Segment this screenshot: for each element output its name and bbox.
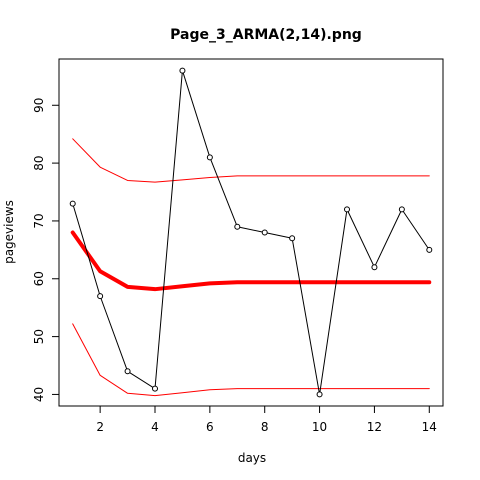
- x-tick-label-6: 6: [206, 420, 214, 434]
- x-tick-label-8: 8: [261, 420, 269, 434]
- series-lower-bound-line: [72, 323, 430, 397]
- series-layer: [69, 67, 433, 398]
- series-observed-line: [72, 70, 430, 395]
- series-observed-point-12: [371, 264, 378, 271]
- chart-title: Page_3_ARMA(2,14).png: [170, 27, 362, 43]
- x-tick-label-4: 4: [151, 420, 159, 434]
- y-tick-label-80: 80: [32, 155, 46, 170]
- series-observed-point-7: [234, 223, 241, 230]
- series-observed-point-14: [426, 246, 433, 253]
- y-tick-label-60: 60: [32, 271, 46, 286]
- plot-frame: [58, 58, 444, 407]
- x-tick-label-12: 12: [367, 420, 382, 434]
- series-fitted-line: [70, 230, 432, 292]
- series-observed-point-2: [97, 293, 104, 300]
- series-observed-point-9: [289, 235, 296, 242]
- y-axis: 40 50 60 70 80 90: [32, 98, 60, 402]
- series-observed-point-1: [69, 200, 76, 207]
- x-tick-label-2: 2: [96, 420, 104, 434]
- series-observed-point-5: [179, 67, 186, 74]
- x-axis-label: days: [238, 451, 266, 465]
- series-observed-point-10: [316, 391, 323, 398]
- x-tick-label-10: 10: [312, 420, 327, 434]
- series-observed-point-13: [398, 206, 405, 213]
- x-axis: 2 4 6 8 10 12 14: [96, 405, 437, 434]
- series-observed-point-4: [152, 385, 158, 392]
- y-tick-label-90: 90: [32, 98, 46, 113]
- x-tick-label-14: 14: [422, 420, 437, 434]
- y-axis-label: pageviews: [2, 200, 16, 264]
- y-tick-label-40: 40: [32, 387, 46, 402]
- series-upper-bound-line: [72, 138, 430, 183]
- y-tick-label-70: 70: [32, 213, 46, 228]
- series-observed-point-8: [261, 229, 268, 236]
- y-tick-label-50: 50: [32, 329, 46, 344]
- series-observed-point-11: [344, 206, 350, 213]
- series-observed-point-6: [206, 154, 213, 161]
- series-observed-point-3: [124, 368, 131, 375]
